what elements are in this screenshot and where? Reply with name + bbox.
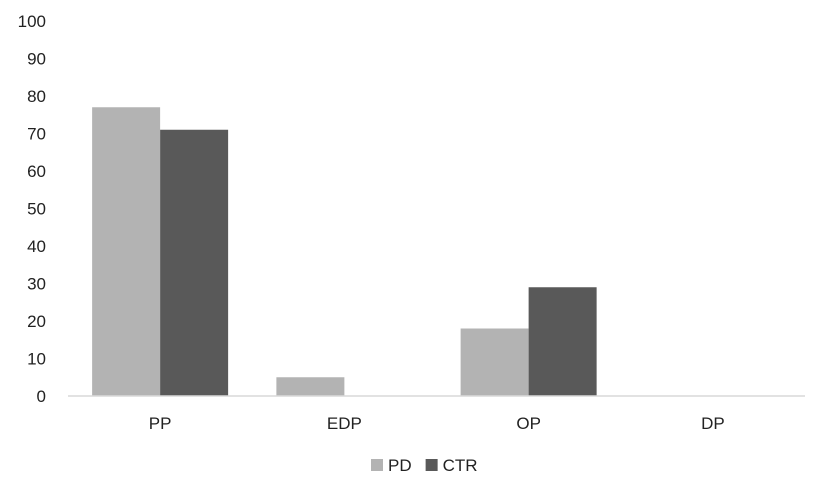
x-category-label-pp: PP [149,414,172,433]
x-category-label-op: OP [516,414,541,433]
y-tick-label-0: 0 [37,387,46,406]
y-tick-label-1: 10 [27,350,46,369]
bar-ctr-pp [160,129,229,396]
bar-pd-pp [92,107,161,396]
y-tick-label-10: 100 [18,12,46,31]
y-tick-label-7: 70 [27,125,46,144]
y-tick-label-2: 20 [27,312,46,331]
legend-label-pd: PD [388,456,412,475]
bars [92,107,597,396]
y-tick-label-6: 60 [27,162,46,181]
y-axis-ticks: 0 10 20 30 40 50 60 70 80 90 100 [18,12,46,406]
bar-pd-edp [276,377,345,396]
x-axis-labels: PP EDP OP DP [149,414,725,433]
legend-label-ctr: CTR [443,456,478,475]
legend: PD CTR [371,456,478,475]
y-tick-label-3: 30 [27,275,46,294]
y-tick-label-8: 80 [27,87,46,106]
y-tick-label-4: 40 [27,237,46,256]
bar-pd-op [460,328,529,396]
legend-swatch-pd [371,459,383,471]
bar-ctr-op [528,287,597,396]
legend-swatch-ctr [425,459,438,471]
y-tick-label-9: 90 [27,50,46,69]
x-category-label-dp: DP [701,414,725,433]
x-category-label-edp: EDP [327,414,362,433]
y-tick-label-5: 50 [27,200,46,219]
